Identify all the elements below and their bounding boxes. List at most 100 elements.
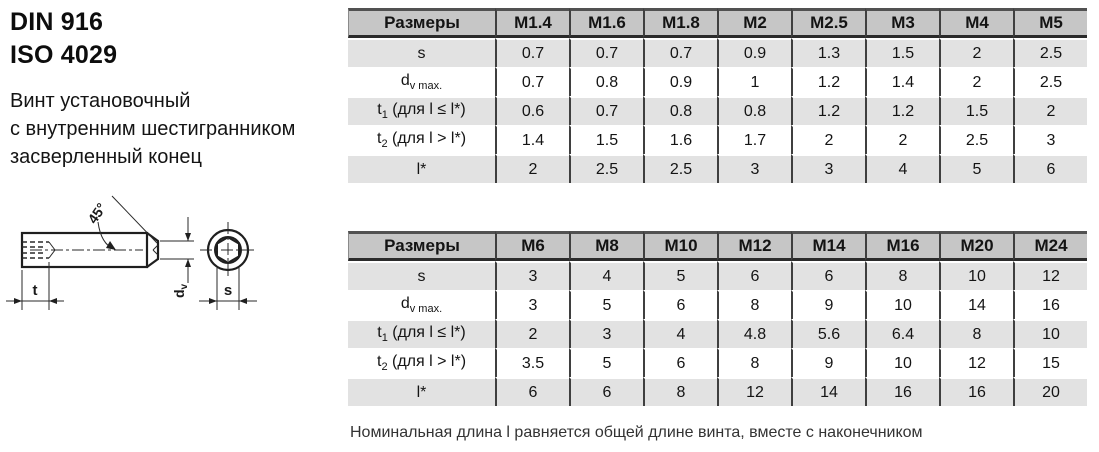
description-line-1: Винт установочный	[10, 90, 191, 112]
row-label: l*	[348, 154, 495, 183]
table-row: l* 6 6 8 12 14 16 16 20	[348, 377, 1087, 406]
value-cell: 6	[717, 261, 791, 290]
value-cell: 8	[717, 290, 791, 319]
s-label: s	[224, 282, 232, 299]
value-cell: 0.6	[495, 96, 569, 125]
table-row: s 0.7 0.7 0.7 0.9 1.3 1.5 2 2.5	[348, 38, 1087, 67]
value-cell: 2	[791, 125, 865, 154]
column-header-M10: M10	[643, 231, 717, 261]
value-cell: 0.7	[495, 67, 569, 96]
column-header-M1.4: M1.4	[495, 8, 569, 38]
value-cell: 4	[569, 261, 643, 290]
value-cell: 16	[1013, 290, 1087, 319]
value-cell: 2.5	[643, 154, 717, 183]
value-cell: 5.6	[791, 319, 865, 348]
value-cell: 1.5	[865, 38, 939, 67]
row-label: s	[348, 38, 495, 67]
column-header-M14: M14	[791, 231, 865, 261]
column-header-M1.8: M1.8	[643, 8, 717, 38]
footnote: Номинальная длина l равняется общей длин…	[350, 424, 923, 441]
value-cell: 14	[939, 290, 1013, 319]
value-cell: 2.5	[569, 154, 643, 183]
table-row: t2 (для l > l*) 1.4 1.5 1.6 1.7 2 2 2.5 3	[348, 125, 1087, 154]
value-cell: 2	[495, 154, 569, 183]
row-label: l*	[348, 377, 495, 406]
value-cell: 2	[865, 125, 939, 154]
value-cell: 10	[1013, 319, 1087, 348]
description-line-3: засверленный конец	[10, 146, 202, 168]
table-row: dv max. 3 5 6 8 9 10 14 16	[348, 290, 1087, 319]
value-cell: 0.7	[569, 96, 643, 125]
column-header-M3: M3	[865, 8, 939, 38]
table-row: s 3 4 5 6 6 8 10 12	[348, 261, 1087, 290]
value-cell: 6	[643, 348, 717, 377]
standard-iso: ISO 4029	[10, 41, 118, 69]
value-cell: 15	[1013, 348, 1087, 377]
table-row: t1 (для l ≤ l*) 2 3 4 4.8 5.6 6.4 8 10	[348, 319, 1087, 348]
column-header-M16: M16	[865, 231, 939, 261]
value-cell: 2.5	[1013, 38, 1087, 67]
value-cell: 3	[569, 319, 643, 348]
value-cell: 1.7	[717, 125, 791, 154]
column-header-M2.5: M2.5	[791, 8, 865, 38]
value-cell: 12	[1013, 261, 1087, 290]
dimensions-table-small-sizes: Размеры M1.4 M1.6 M1.8 M2 M2.5 M3 M4 M5 s 0.7 0.7 0…	[348, 8, 1087, 183]
column-header-M20: M20	[939, 231, 1013, 261]
row-label: t2 (для l > l*)	[348, 125, 495, 154]
value-cell: 1	[717, 67, 791, 96]
value-cell: 3	[495, 290, 569, 319]
value-cell: 3.5	[495, 348, 569, 377]
table-small-sizes: Размеры M1.4 M1.6 M1.8 M2 M2.5 M3 M4 M5 s 0.7 0.7 0…	[348, 8, 1087, 183]
value-cell: 12	[717, 377, 791, 406]
value-cell: 0.8	[717, 96, 791, 125]
row-label: t1 (для l ≤ l*)	[348, 319, 495, 348]
t-dimension: t	[6, 262, 64, 310]
value-cell: 0.7	[569, 38, 643, 67]
value-cell: 20	[1013, 377, 1087, 406]
value-cell: 3	[495, 261, 569, 290]
column-header-sizes: Размеры	[348, 8, 495, 38]
part-description: Винт установочный с внутренним шестигран…	[10, 87, 295, 171]
value-cell: 9	[791, 290, 865, 319]
value-cell: 6.4	[865, 319, 939, 348]
value-cell: 6	[643, 290, 717, 319]
value-cell: 0.7	[495, 38, 569, 67]
value-cell: 6	[569, 377, 643, 406]
column-header-M2: M2	[717, 8, 791, 38]
value-cell: 5	[569, 348, 643, 377]
column-header-M1.6: M1.6	[569, 8, 643, 38]
value-cell: 6	[495, 377, 569, 406]
value-cell: 5	[569, 290, 643, 319]
value-cell: 2.5	[1013, 67, 1087, 96]
value-cell: 0.7	[643, 38, 717, 67]
table-row: t2 (для l > l*) 3.5 5 6 8 9 10 12 15	[348, 348, 1087, 377]
dimensions-table-large-sizes: Размеры M6 M8 M10 M12 M14 M16 M20 M24 s 3 4 5 6 6 8 10 1…	[348, 231, 1087, 406]
row-label: dv max.	[348, 67, 495, 96]
value-cell: 1.5	[939, 96, 1013, 125]
value-cell: 1.2	[791, 67, 865, 96]
dv-dimension: dv	[160, 217, 194, 298]
table-row: dv max. 0.7 0.8 0.9 1 1.2 1.4 2 2.5	[348, 67, 1087, 96]
value-cell: 0.8	[643, 96, 717, 125]
value-cell: 1.4	[865, 67, 939, 96]
value-cell: 2	[939, 38, 1013, 67]
value-cell: 0.9	[643, 67, 717, 96]
value-cell: 8	[717, 348, 791, 377]
value-cell: 10	[865, 348, 939, 377]
value-cell: 12	[939, 348, 1013, 377]
value-cell: 2	[1013, 96, 1087, 125]
set-screw-end-view	[200, 222, 256, 278]
column-header-M5: M5	[1013, 8, 1087, 38]
value-cell: 0.8	[569, 67, 643, 96]
value-cell: 4.8	[717, 319, 791, 348]
dv-label: dv	[171, 283, 190, 298]
value-cell: 1.6	[643, 125, 717, 154]
value-cell: 3	[791, 154, 865, 183]
table-large-sizes: Размеры M6 M8 M10 M12 M14 M16 M20 M24 s 3 4 5 6 6 8 10 1…	[348, 231, 1087, 406]
value-cell: 5	[939, 154, 1013, 183]
value-cell: 4	[865, 154, 939, 183]
value-cell: 3	[717, 154, 791, 183]
row-label: t1 (для l ≤ l*)	[348, 96, 495, 125]
value-cell: 8	[865, 261, 939, 290]
column-header-M8: M8	[569, 231, 643, 261]
